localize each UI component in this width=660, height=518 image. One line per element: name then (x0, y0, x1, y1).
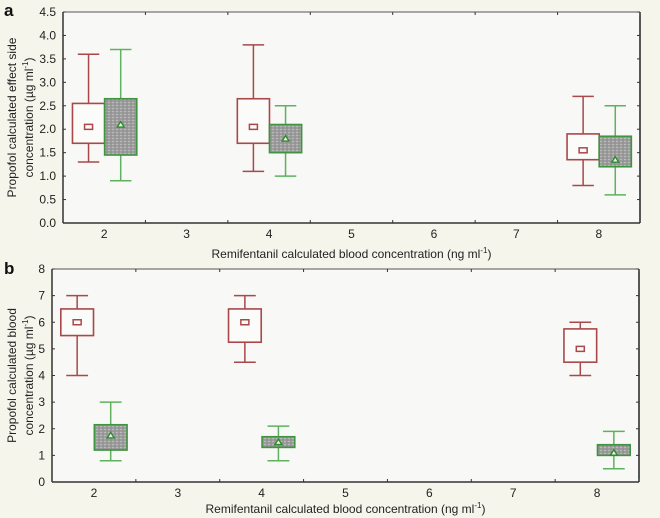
box-4 (236, 44, 271, 173)
x-tick-label: 3 (183, 227, 190, 241)
y-tick-label: 3.0 (39, 75, 56, 89)
x-tick-label: 3 (174, 486, 181, 500)
panel-b: b 0 1 2 3 4 5 6 7 8 2 3 4 5 6 7 8 Remifentanil calculated… (4, 259, 640, 516)
series-red (71, 44, 600, 187)
y-axis-label: concentration (µg ml-1) (21, 57, 36, 177)
panel-letter: b (4, 259, 14, 278)
box-4 (227, 294, 263, 363)
box-2 (103, 48, 138, 182)
x-tick-label: 8 (595, 227, 602, 241)
box-iqr (60, 308, 95, 337)
box-4 (261, 425, 296, 462)
box-iqr (566, 133, 600, 161)
y-tick-label: 4.5 (39, 5, 56, 19)
y-tick-label: 1 (38, 448, 45, 462)
y-tick-label: 8 (38, 262, 45, 276)
y-tick-label: 0.5 (39, 193, 56, 207)
y-tick-label: 1.5 (39, 146, 56, 160)
series-green (103, 48, 633, 196)
x-axis-label: Remifentanil calculated blood concentrat… (212, 246, 492, 261)
box-2 (71, 53, 106, 163)
y-axis-label: concentration (µg ml-1) (21, 315, 36, 435)
x-tick-label: 7 (510, 486, 517, 500)
mean-marker (575, 345, 586, 353)
x-tick-label: 8 (594, 486, 601, 500)
x-tick-label: 5 (342, 486, 349, 500)
y-tick-label: 5 (38, 342, 45, 356)
y-tick-label: 7 (38, 289, 45, 303)
box-8 (596, 430, 631, 470)
mean-marker (72, 319, 82, 326)
y-tick-label: 2.5 (39, 99, 56, 113)
mean-marker (115, 120, 126, 128)
mean-marker (240, 319, 250, 326)
y-tick-label: 2.0 (39, 122, 56, 136)
x-tick-label: 2 (101, 227, 108, 241)
box-4 (268, 105, 303, 177)
x-tick-label: 6 (426, 486, 433, 500)
box-8 (598, 105, 633, 196)
x-tick-label: 4 (266, 227, 273, 241)
y-tick-label: 1.0 (39, 169, 56, 183)
x-tick-label: 4 (258, 486, 265, 500)
panel-letter: a (4, 1, 14, 20)
y-tick-label: 0 (38, 475, 45, 489)
plot-area (63, 12, 640, 223)
y-axis-label: Propofol calculated effect side (5, 37, 19, 197)
y-tick-label: 3.5 (39, 52, 56, 66)
panel-a: a 0.0 0.5 1.0 1.5 2.0 2.5 3.0 3.5 4.0 4.5 2 3 4 5 6 7 8 Re… (4, 1, 641, 261)
mean-marker (83, 123, 94, 131)
mean-marker (280, 134, 291, 142)
mean-marker (610, 155, 621, 163)
series-green (93, 401, 631, 470)
box-iqr (227, 308, 263, 344)
mean-marker (609, 448, 619, 456)
y-tick-label: 6 (38, 315, 45, 329)
box-2 (60, 294, 95, 377)
x-axis-label: Remifentanil calculated blood concentrat… (206, 501, 486, 516)
y-tick-label: 2 (38, 422, 45, 436)
x-tick-label: 7 (513, 227, 520, 241)
box-iqr (236, 97, 271, 145)
mean-marker (248, 123, 259, 131)
box-iqr (71, 102, 106, 145)
y-axis-label: Propofol calculated blood (5, 308, 19, 443)
y-tick-label: 3 (38, 395, 45, 409)
box-iqr (563, 328, 598, 363)
y-tick-label: 4.0 (39, 28, 56, 42)
y-tick-label: 0.0 (39, 216, 56, 230)
box-8 (566, 95, 600, 187)
x-tick-label: 2 (91, 486, 98, 500)
mean-marker (273, 437, 284, 446)
x-tick-label: 5 (348, 227, 355, 241)
box-8 (563, 321, 598, 377)
mean-marker (578, 147, 588, 154)
y-tick-label: 4 (38, 369, 45, 383)
series-red (60, 294, 598, 377)
plot-area (52, 269, 639, 482)
mean-marker (105, 431, 116, 439)
x-tick-label: 6 (431, 227, 438, 241)
box-2 (93, 401, 128, 462)
